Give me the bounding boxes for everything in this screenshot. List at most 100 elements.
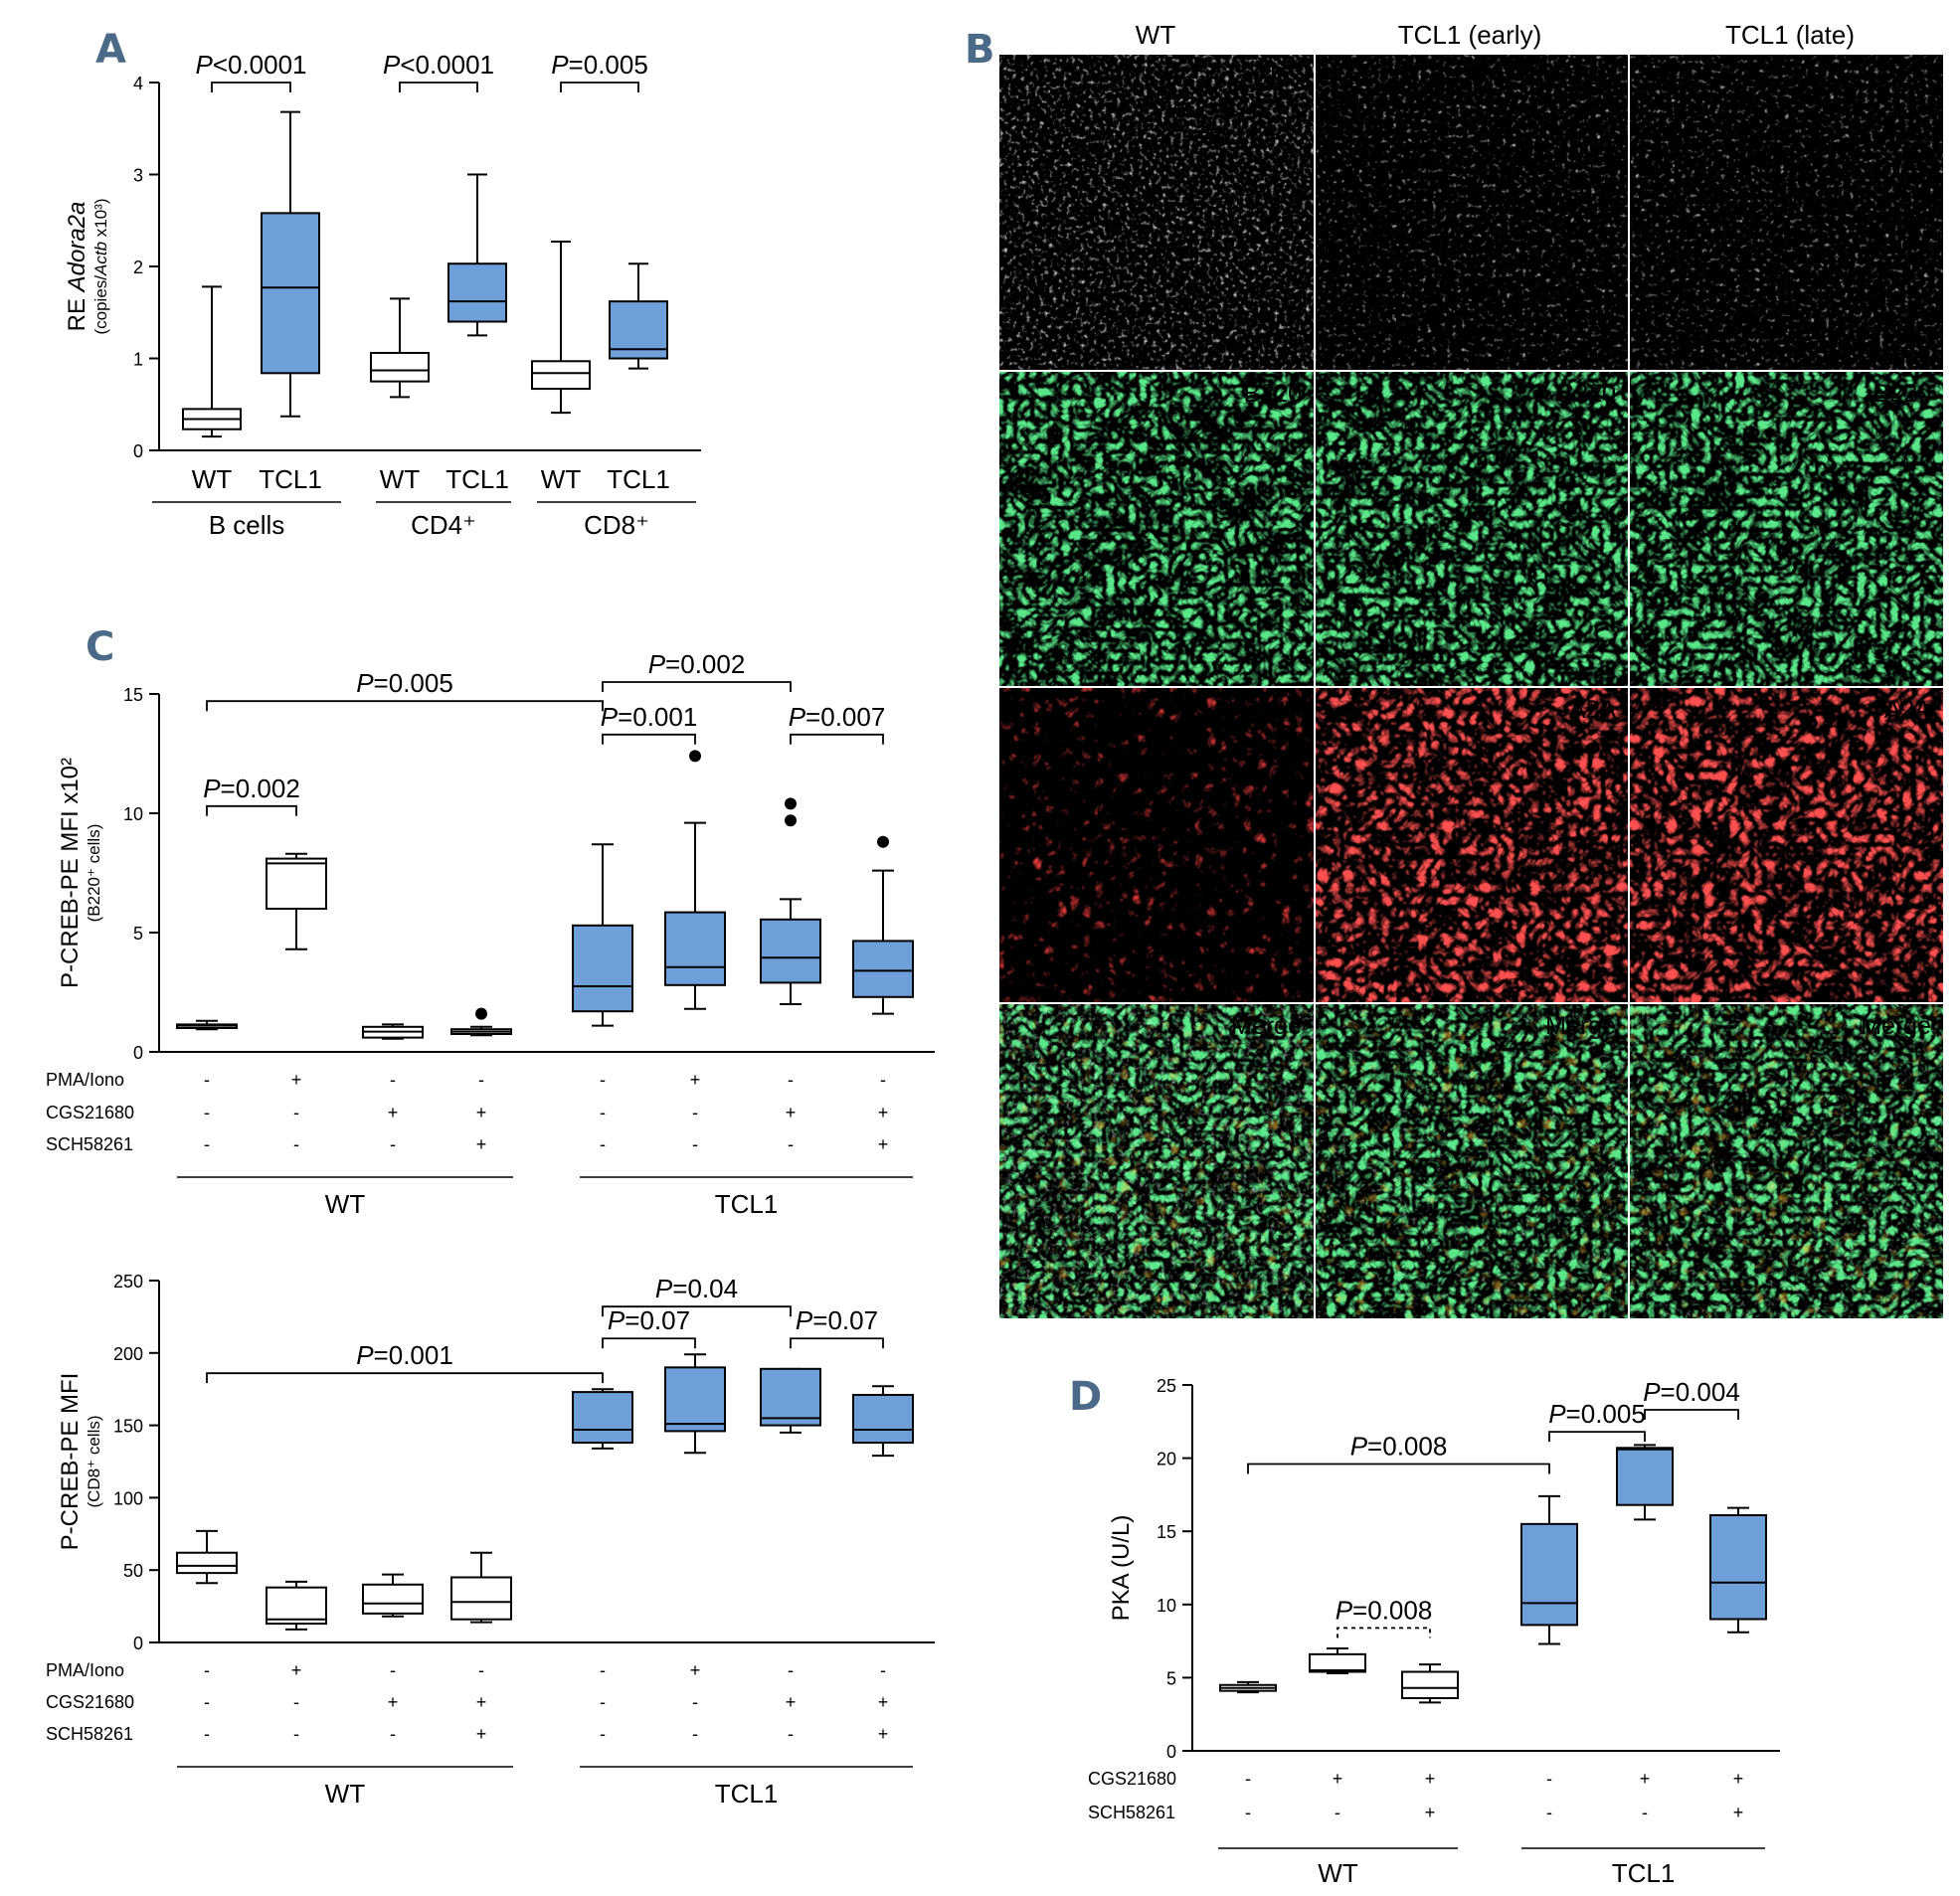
box-5 xyxy=(1616,1444,1674,1521)
box-iqr xyxy=(450,1576,512,1621)
micrograph-signal xyxy=(1630,688,1943,1002)
condition-sign: + xyxy=(690,1660,701,1680)
micrograph-signal xyxy=(1316,372,1628,686)
condition-sign: - xyxy=(390,1724,396,1744)
micrograph-channel-label: A2A xyxy=(1884,696,1932,724)
condition-sign: - xyxy=(600,1134,606,1154)
micrograph-tile: B220 xyxy=(1316,372,1628,686)
condition-sign: - xyxy=(1245,1769,1251,1789)
micrograph-tile: B220 xyxy=(999,372,1314,686)
micrograph-channel-label: Merge xyxy=(1861,1012,1931,1040)
condition-sign: - xyxy=(788,1070,794,1090)
condition-sign: + xyxy=(388,1692,399,1712)
box-4 xyxy=(450,1551,512,1624)
micrograph-signal xyxy=(1316,55,1628,370)
condition-sign: - xyxy=(600,1660,606,1680)
condition-label: PMA/Iono xyxy=(46,1660,124,1680)
micrograph-column-label: TCL1 (early) xyxy=(1398,20,1541,50)
bracket-line xyxy=(399,82,478,92)
p-value-label: P=0.002 xyxy=(203,774,300,803)
box-iqr xyxy=(531,360,591,391)
group-label: CD8⁺ xyxy=(584,510,649,540)
condition-sign: + xyxy=(878,1103,889,1122)
panel-b-micrographs: B WT TCL1 (early) TCL1 (late) CD3 CD3 CD3 B220 B… xyxy=(965,20,1945,1320)
comparison-bracket: P=0.002 xyxy=(602,649,792,692)
p-value-label: P=0.001 xyxy=(601,702,698,732)
micrograph-cd3-overlay xyxy=(1630,1004,1943,1318)
condition-sign: - xyxy=(880,1070,886,1090)
box-3 xyxy=(1401,1663,1459,1704)
condition-sign: + xyxy=(878,1692,889,1712)
box-2 xyxy=(266,852,327,950)
condition-sign: - xyxy=(293,1692,299,1712)
y-tick-label: 5 xyxy=(133,924,143,944)
micrograph-tile: B220 xyxy=(1630,372,1943,686)
micrograph-tile: A2A xyxy=(1630,688,1943,1002)
micrograph-tile: A2A xyxy=(1316,688,1628,1002)
comparison-bracket: P=0.005 xyxy=(206,668,604,712)
y-tick-label: 0 xyxy=(133,441,143,461)
comparison-bracket: P<0.0001 xyxy=(195,50,307,92)
box-iqr xyxy=(760,918,821,984)
micrograph-channel-label: B220 xyxy=(1244,380,1302,408)
panel-letter-c: C xyxy=(86,624,114,670)
box-5 xyxy=(531,241,591,415)
box-iqr xyxy=(852,1394,914,1445)
group-label: TCL1 xyxy=(1612,1858,1676,1888)
bracket-line xyxy=(790,733,884,745)
panel-a-chart: 0 1 2 3 4 RE Adora2a(copies/Actb x10³) P<0.000… xyxy=(64,27,701,540)
comparison-bracket: P=0.005 xyxy=(551,50,648,92)
bracket-line xyxy=(560,82,639,92)
box-iqr xyxy=(1616,1447,1674,1506)
condition-sign: - xyxy=(600,1724,606,1744)
box-6 xyxy=(1709,1506,1767,1634)
y-tick-label: 15 xyxy=(1157,1522,1176,1542)
condition-label: CGS21680 xyxy=(1088,1769,1176,1789)
condition-sign: + xyxy=(291,1070,302,1090)
bracket-line xyxy=(602,1305,792,1317)
p-value-label: P=0.07 xyxy=(608,1305,690,1335)
box-iqr xyxy=(266,1586,327,1626)
condition-sign: - xyxy=(692,1724,698,1744)
y-tick-label: 20 xyxy=(1157,1450,1176,1469)
y-tick-label: 0 xyxy=(133,1043,143,1063)
condition-sign: - xyxy=(293,1103,299,1122)
condition-sign: - xyxy=(1245,1803,1251,1822)
x-category-label: WT xyxy=(380,464,421,494)
micrograph-channel-label: Merge xyxy=(1545,1012,1616,1040)
x-category-label: WT xyxy=(192,464,233,494)
box-7 xyxy=(760,1367,821,1434)
condition-sign: - xyxy=(204,1660,210,1680)
micrograph-tile: Merge xyxy=(1630,1004,1943,1318)
condition-label: SCH58261 xyxy=(46,1134,133,1154)
outlier-point xyxy=(785,814,797,827)
condition-sign: - xyxy=(692,1134,698,1154)
comparison-bracket: P=0.005 xyxy=(1548,1399,1646,1443)
comparison-bracket: P=0.002 xyxy=(203,774,300,816)
comparison-bracket: P=0.001 xyxy=(601,702,698,745)
panel-letter-b: B xyxy=(965,27,995,73)
y-tick-label: 0 xyxy=(1166,1742,1176,1762)
box-iqr xyxy=(176,1551,238,1575)
condition-sign: - xyxy=(1546,1769,1552,1789)
x-category-label: WT xyxy=(541,464,582,494)
bracket-line xyxy=(602,681,792,692)
comparison-bracket: P=0.07 xyxy=(790,1305,884,1349)
condition-sign: - xyxy=(1546,1803,1552,1822)
box-iqr xyxy=(447,262,507,323)
group-label: B cells xyxy=(209,510,285,540)
box-1 xyxy=(176,1019,238,1031)
micrograph-column-label: WT xyxy=(1136,20,1176,50)
y-axis-sublabel: (CD8⁺ cells) xyxy=(85,1415,103,1507)
condition-sign: + xyxy=(1733,1769,1744,1789)
bracket-line xyxy=(1247,1463,1550,1474)
condition-sign: + xyxy=(476,1724,487,1744)
condition-sign: - xyxy=(390,1660,396,1680)
micrograph-channel-label: A2A xyxy=(1255,696,1303,724)
y-tick-label: 50 xyxy=(123,1561,143,1581)
box-2 xyxy=(1309,1646,1366,1674)
micrograph-signal xyxy=(1630,55,1943,370)
condition-sign: + xyxy=(291,1660,302,1680)
condition-label: PMA/Iono xyxy=(46,1070,124,1090)
